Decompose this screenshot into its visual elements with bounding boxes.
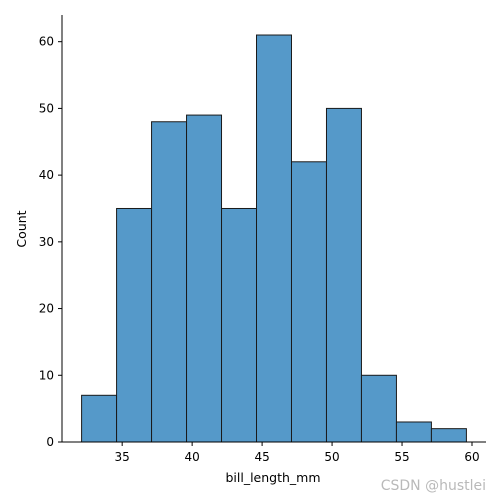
x-tick-label-40: 40 [184, 450, 199, 464]
y-tick-label-40: 40 [39, 168, 54, 182]
x-axis-ticks: 35 40 45 50 55 60 [115, 442, 480, 464]
y-tick-label-20: 20 [39, 302, 54, 316]
x-tick-label-35: 35 [115, 450, 130, 464]
histogram-bar-3 [186, 114, 223, 443]
x-tick-label-50: 50 [324, 450, 339, 464]
x-tick-label-45: 45 [254, 450, 269, 464]
histogram-bar-7 [325, 107, 362, 443]
histogram-bar-2 [151, 121, 188, 443]
histogram-bar-8 [360, 374, 397, 443]
watermark: CSDN @hustlei [380, 478, 486, 494]
y-tick-label-0: 0 [46, 435, 54, 449]
y-axis-label: Count [14, 210, 29, 247]
histogram-bar-0 [81, 394, 118, 443]
histogram-bar-1 [116, 207, 153, 443]
y-tick-label-10: 10 [39, 368, 54, 382]
y-tick-label-30: 30 [39, 235, 54, 249]
bars-group [81, 34, 467, 443]
x-tick-label-55: 55 [394, 450, 409, 464]
y-tick-label-60: 60 [39, 35, 54, 49]
histogram-bar-9 [395, 421, 432, 443]
x-axis-label: bill_length_mm [225, 470, 320, 485]
x-tick-label-60: 60 [464, 450, 479, 464]
histogram-bar-5 [256, 34, 292, 443]
histogram-bar-6 [290, 161, 327, 443]
y-axis-ticks: 0 10 20 30 40 50 60 [39, 35, 62, 449]
histogram-bar-10 [430, 428, 467, 443]
histogram-bar-4 [221, 207, 258, 443]
y-tick-label-50: 50 [39, 101, 54, 115]
